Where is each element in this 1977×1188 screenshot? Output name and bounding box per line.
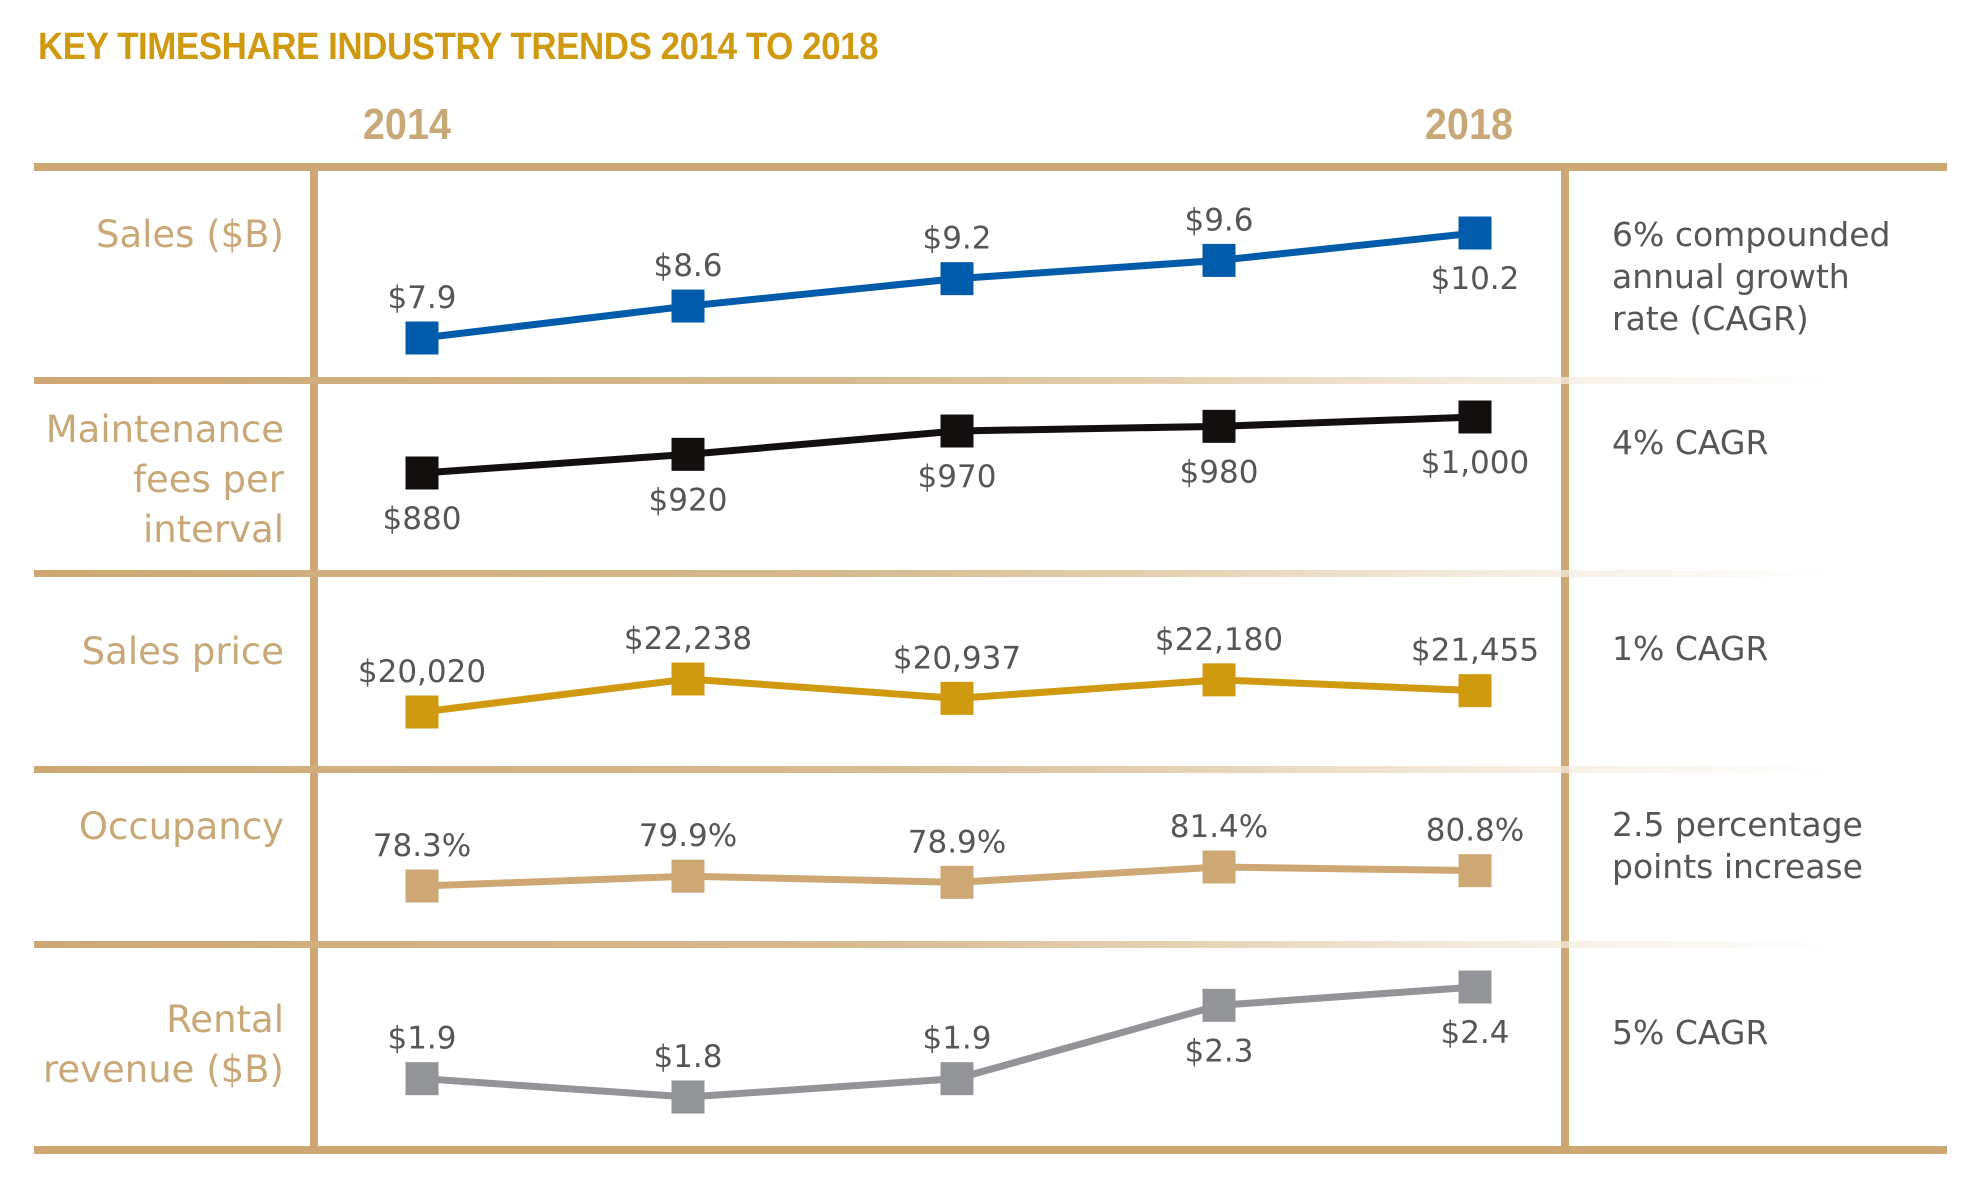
data-point-sales-price	[1202, 663, 1236, 697]
data-point-occupancy	[1458, 854, 1492, 888]
data-label-rental-revenue-b: $2.3	[1184, 1033, 1253, 1069]
note-rental-revenue: 5% CAGR	[1612, 1012, 1768, 1054]
data-point-rental-revenue-b	[1202, 988, 1236, 1022]
data-point-sales-b	[671, 289, 705, 323]
data-point-occupancy	[1202, 850, 1236, 884]
data-point-sales-b	[940, 262, 974, 296]
data-point-maintenance-fees-per-interval	[671, 437, 705, 471]
data-point-maintenance-fees-per-interval	[940, 414, 974, 448]
row-label-maintenance: Maintenance fees per interval	[46, 405, 284, 555]
data-point-sales-price	[940, 681, 974, 715]
data-label-sales-b: $9.2	[922, 221, 991, 257]
data-point-sales-price	[671, 662, 705, 696]
data-label-sales-b: $9.6	[1184, 202, 1253, 238]
note-line: points increase	[1612, 847, 1863, 886]
right-divider	[1561, 163, 1569, 1154]
x-tick-label-2014: 2014	[362, 100, 451, 149]
data-label-occupancy: 80.8%	[1426, 813, 1524, 849]
data-point-rental-revenue-b	[671, 1080, 705, 1114]
data-label-maintenance-fees-per-interval: $1,000	[1421, 445, 1529, 481]
data-point-maintenance-fees-per-interval	[405, 456, 439, 490]
data-label-sales-price: $22,238	[624, 621, 752, 657]
data-label-rental-revenue-b: $2.4	[1440, 1015, 1509, 1051]
data-label-maintenance-fees-per-interval: $970	[918, 459, 997, 495]
data-label-rental-revenue-b: $1.9	[922, 1021, 991, 1057]
row-label-line: Rental	[166, 998, 284, 1041]
data-point-sales-b	[405, 321, 439, 355]
data-point-sales-b	[1202, 243, 1236, 277]
note-line: 6% compounded	[1612, 215, 1891, 254]
row-label-occupancy: Occupancy	[79, 802, 284, 852]
note-line: rate (CAGR)	[1612, 299, 1809, 338]
data-point-rental-revenue-b	[405, 1062, 439, 1096]
row-label-line: interval	[142, 508, 284, 551]
note-line: 1% CAGR	[1612, 629, 1769, 668]
data-point-rental-revenue-b	[1458, 970, 1492, 1004]
note-sales: 6% compounded annual growth rate (CAGR)	[1612, 214, 1891, 340]
data-point-rental-revenue-b	[940, 1062, 974, 1096]
data-label-sales-b: $8.6	[653, 248, 722, 284]
left-divider	[310, 163, 318, 1154]
data-point-sales-price	[1458, 674, 1492, 708]
data-label-sales-b: $7.9	[387, 280, 456, 316]
data-point-occupancy	[405, 869, 439, 903]
row-label-rental-revenue: Rental revenue ($B)	[43, 995, 284, 1095]
top-rule	[34, 163, 1947, 171]
data-label-occupancy: 81.4%	[1170, 809, 1268, 845]
data-label-sales-b: $10.2	[1431, 261, 1520, 297]
data-label-sales-price: $22,180	[1155, 622, 1283, 658]
note-line: annual growth	[1612, 257, 1850, 296]
row-label-line: Occupancy	[78, 805, 284, 848]
data-label-maintenance-fees-per-interval: $920	[649, 482, 728, 518]
data-point-maintenance-fees-per-interval	[1458, 400, 1492, 434]
data-label-rental-revenue-b: $1.9	[387, 1021, 456, 1057]
row-separator	[34, 377, 1834, 384]
data-point-sales-b	[1458, 216, 1492, 250]
data-point-sales-price	[405, 695, 439, 729]
row-label-sales: Sales ($B)	[96, 210, 284, 260]
row-separator	[34, 941, 1834, 948]
row-separator	[34, 570, 1834, 577]
data-point-occupancy	[671, 859, 705, 893]
chart-title: KEY TIMESHARE INDUSTRY TRENDS 2014 TO 20…	[38, 26, 879, 68]
data-label-occupancy: 79.9%	[639, 818, 737, 854]
data-label-rental-revenue-b: $1.8	[653, 1039, 722, 1075]
data-label-sales-price: $20,937	[893, 640, 1021, 676]
note-line: 4% CAGR	[1612, 423, 1769, 462]
note-sales-price: 1% CAGR	[1612, 628, 1768, 670]
bottom-rule	[34, 1146, 1947, 1154]
row-label-line: Maintenance	[45, 408, 284, 451]
data-label-maintenance-fees-per-interval: $880	[383, 501, 462, 537]
data-label-sales-price: $21,455	[1411, 633, 1539, 669]
data-label-occupancy: 78.9%	[908, 824, 1006, 860]
row-label-line: Sales ($B)	[95, 213, 284, 256]
note-maintenance: 4% CAGR	[1612, 422, 1768, 464]
note-line: 5% CAGR	[1612, 1013, 1769, 1052]
row-label-line: revenue ($B)	[42, 1048, 284, 1091]
data-label-maintenance-fees-per-interval: $980	[1180, 454, 1259, 490]
row-separator	[34, 766, 1834, 773]
row-label-line: Sales price	[81, 630, 284, 673]
data-point-occupancy	[940, 865, 974, 899]
note-line: 2.5 percentage	[1612, 805, 1863, 844]
data-label-occupancy: 78.3%	[373, 828, 471, 864]
data-label-sales-price: $20,020	[358, 654, 486, 690]
row-label-sales-price: Sales price	[82, 627, 284, 677]
row-label-line: fees per	[132, 458, 284, 501]
note-occupancy: 2.5 percentage points increase	[1612, 804, 1863, 888]
x-tick-label-2018: 2018	[1424, 100, 1513, 149]
data-point-maintenance-fees-per-interval	[1202, 409, 1236, 443]
